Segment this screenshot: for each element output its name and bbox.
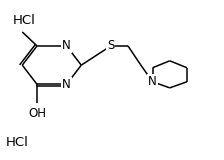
Text: N: N: [62, 39, 71, 52]
Text: HCl: HCl: [13, 14, 35, 27]
Text: HCl: HCl: [6, 136, 29, 149]
Text: OH: OH: [28, 107, 46, 120]
Text: S: S: [107, 39, 114, 52]
Text: N: N: [62, 78, 71, 91]
Text: N: N: [148, 75, 157, 88]
